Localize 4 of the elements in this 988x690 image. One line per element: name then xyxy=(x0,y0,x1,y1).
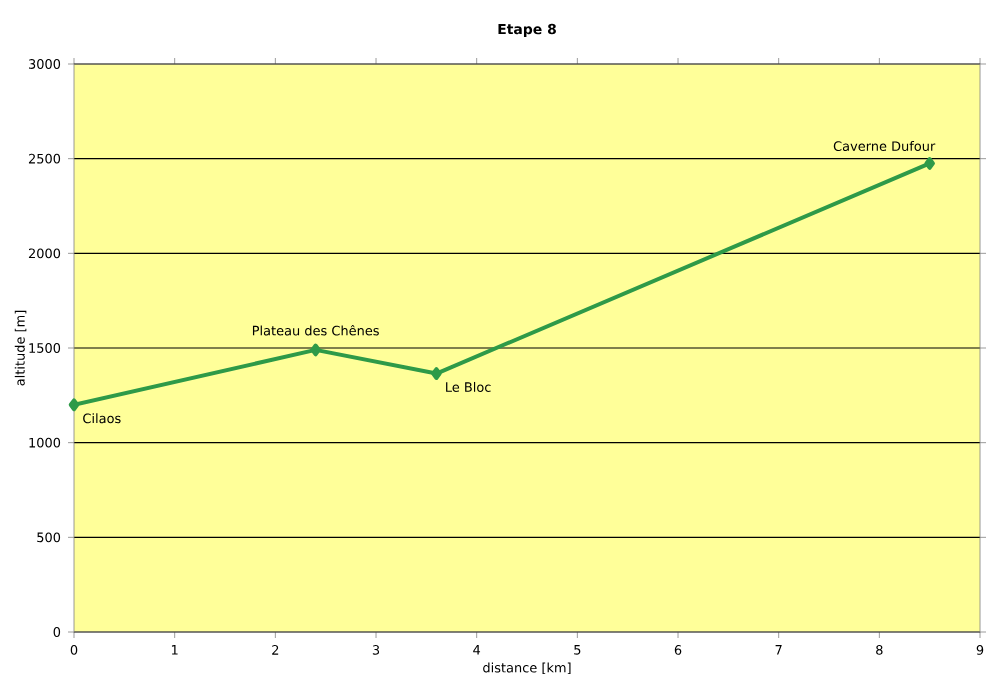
point xyxy=(431,367,442,380)
point xyxy=(68,398,80,412)
point xyxy=(310,343,321,357)
point xyxy=(924,157,935,170)
